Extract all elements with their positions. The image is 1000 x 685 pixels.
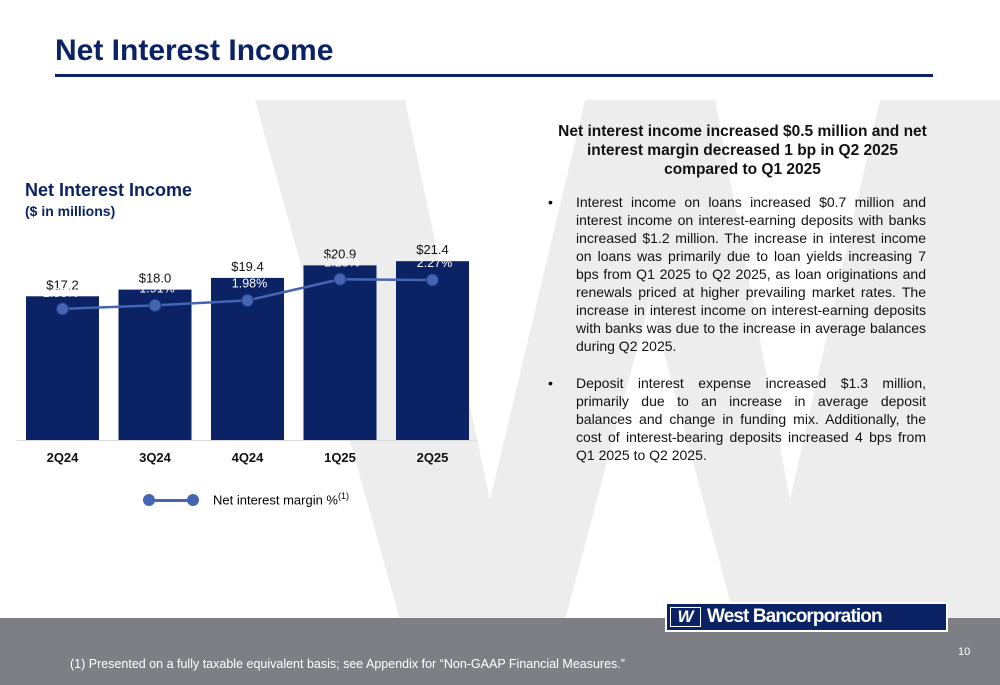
bullet-list: • Interest income on loans increased $0.… — [548, 193, 926, 483]
company-logo: W West Bancorporation — [665, 602, 948, 632]
legend-marker-icon — [187, 494, 199, 506]
category-label: 2Q25 — [417, 450, 449, 465]
chart-title: Net Interest Income — [25, 180, 193, 200]
bullet-icon: • — [548, 194, 553, 210]
bullet-icon: • — [548, 375, 553, 391]
net-interest-income-chart: $17.2 2Q24 $18.0 3Q24 $19.4 4Q24 $20.9 1Q25 $21.… — [17, 242, 477, 465]
chart-subtitle: ($ in millions) — [25, 203, 116, 219]
bar-2q24 — [26, 296, 99, 440]
bullet-item: • Deposit interest expense increased $1.… — [548, 374, 926, 464]
legend-line-swatch — [145, 499, 195, 502]
margin-point-3q24 — [148, 298, 162, 312]
margin-value-label: 1.86% — [43, 286, 78, 300]
bullet-item: • Interest income on loans increased $0.… — [548, 193, 926, 355]
margin-value-label: 1.91% — [139, 281, 174, 295]
legend-marker-icon — [143, 494, 155, 506]
category-label: 1Q25 — [324, 450, 356, 465]
bar-value-label: $19.4 — [231, 259, 264, 274]
category-label: 4Q24 — [232, 450, 265, 465]
page-number: 10 — [958, 646, 971, 658]
bar-2q25 — [396, 261, 469, 440]
summary-heading: Net interest income increased $0.5 milli… — [558, 123, 927, 178]
category-label: 3Q24 — [139, 450, 172, 465]
margin-value-label: 2.28% — [324, 255, 359, 269]
bar-value-label: $18.0 — [139, 271, 172, 286]
bullet-text: Interest income on loans increased $0.7 … — [576, 194, 926, 354]
margin-value-label: 2.27% — [417, 256, 452, 270]
margin-point-1q25 — [333, 272, 347, 286]
margin-point-2q25 — [426, 273, 439, 287]
margin-point-4q24 — [241, 293, 254, 307]
footnote: (1) Presented on a fully taxable equival… — [70, 657, 625, 671]
bar-value-label: $20.9 — [324, 246, 357, 261]
bar-value-label: $21.4 — [416, 242, 449, 257]
chart-legend: Net interest margin %(1) — [143, 488, 405, 512]
category-label: 2Q24 — [47, 450, 80, 465]
logo-w-icon: W — [670, 607, 701, 627]
title-rule — [55, 74, 933, 77]
legend-label: Net interest margin %(1) — [213, 491, 349, 508]
margin-point-2q24 — [56, 302, 69, 316]
logo-name: West Bancorporation — [707, 606, 883, 627]
bullet-text: Deposit interest expense increased $1.3 … — [576, 375, 926, 463]
margin-value-label: 1.98% — [232, 276, 267, 290]
bar-value-label: $17.2 — [46, 277, 79, 292]
page-title: Net Interest Income — [55, 34, 334, 67]
bar-1q25 — [303, 265, 377, 440]
bar-3q24 — [118, 289, 192, 440]
